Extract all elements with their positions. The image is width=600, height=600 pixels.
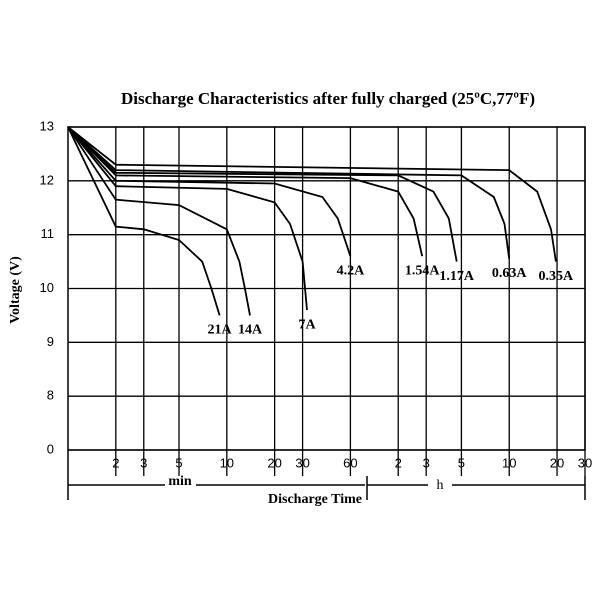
curve-label: 1.54A: [405, 263, 441, 278]
discharge-curve: [67, 126, 251, 316]
x-unit-label: h: [437, 478, 444, 493]
curve-label: 14A: [238, 323, 263, 338]
x-unit-label: min: [168, 474, 192, 489]
discharge-curve: [67, 126, 308, 311]
curve-label: 1.17A: [439, 269, 475, 284]
discharge-curve: [67, 126, 557, 262]
curve-label: 0.35A: [539, 269, 575, 284]
y-axis-label: Voltage (V): [8, 256, 23, 324]
discharge-curve: [67, 126, 458, 262]
discharge-curve: [67, 126, 511, 260]
chart-title: Discharge Characteristics after fully ch…: [121, 89, 535, 108]
discharge-curve: [67, 126, 424, 257]
y-tick-label: 13: [40, 118, 54, 133]
discharge-curve: [67, 126, 352, 257]
y-tick-label: 0: [47, 441, 54, 456]
y-tick-label: 10: [40, 280, 54, 295]
curve-label: 0.63A: [492, 266, 528, 281]
curve-label: 21A: [207, 323, 232, 338]
curve-label: 4.2A: [337, 263, 366, 278]
x-scale-bracket: [67, 476, 586, 500]
y-tick-label: 12: [40, 172, 54, 187]
y-tick-label: 11: [41, 226, 55, 241]
y-tick-label: 8: [47, 388, 54, 403]
x-axis-label: Discharge Time: [268, 492, 362, 507]
y-tick-label: 9: [47, 334, 54, 349]
discharge-curve: [67, 126, 221, 316]
curve-label: 7A: [298, 317, 316, 332]
